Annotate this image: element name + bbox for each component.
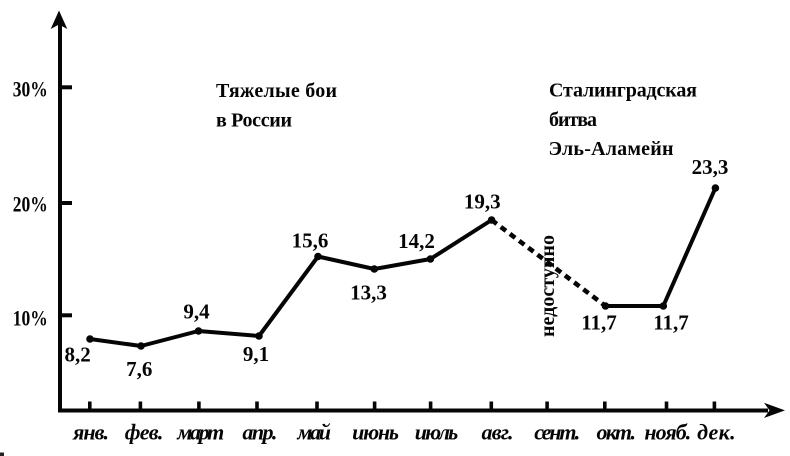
svg-text:11,7: 11,7 <box>653 311 689 335</box>
svg-text:15,6: 15,6 <box>292 229 329 253</box>
svg-text:апр.: апр. <box>242 419 277 444</box>
svg-text:май: май <box>296 419 331 444</box>
svg-text:битва: битва <box>549 109 597 131</box>
svg-text:20%: 20% <box>13 192 48 217</box>
svg-text:недоступно: недоступно <box>537 235 559 337</box>
svg-text:14,2: 14,2 <box>398 229 435 253</box>
svg-text:нояб.: нояб. <box>644 419 691 444</box>
svg-text:9,1: 9,1 <box>243 342 269 366</box>
svg-text:сент.: сент. <box>534 419 580 444</box>
svg-text:окт.: окт. <box>596 419 636 444</box>
svg-text:авг.: авг. <box>482 419 514 444</box>
svg-text:Сталинградская: Сталинградская <box>549 80 697 102</box>
svg-text:30%: 30% <box>13 77 48 102</box>
svg-text:13,3: 13,3 <box>350 281 387 305</box>
svg-text:7,6: 7,6 <box>126 357 152 381</box>
svg-text:9,4: 9,4 <box>183 300 210 324</box>
svg-text:март: март <box>176 419 224 444</box>
svg-text:Тяжелые бои: Тяжелые бои <box>216 80 337 102</box>
svg-text:10%: 10% <box>13 306 48 331</box>
svg-text:янв.: янв. <box>72 419 109 444</box>
svg-text:11,7: 11,7 <box>581 311 617 335</box>
svg-text:19,3: 19,3 <box>464 190 501 214</box>
svg-text:июль: июль <box>415 419 458 444</box>
svg-text:дек.: дек. <box>697 419 736 444</box>
svg-text:июнь: июнь <box>352 419 399 444</box>
svg-text:фев.: фев. <box>125 419 164 444</box>
svg-text:Эль-Аламейн: Эль-Аламейн <box>549 138 674 160</box>
svg-text:8,2: 8,2 <box>64 343 90 367</box>
svg-text:23,3: 23,3 <box>692 155 729 179</box>
svg-text:в России: в России <box>216 110 292 132</box>
